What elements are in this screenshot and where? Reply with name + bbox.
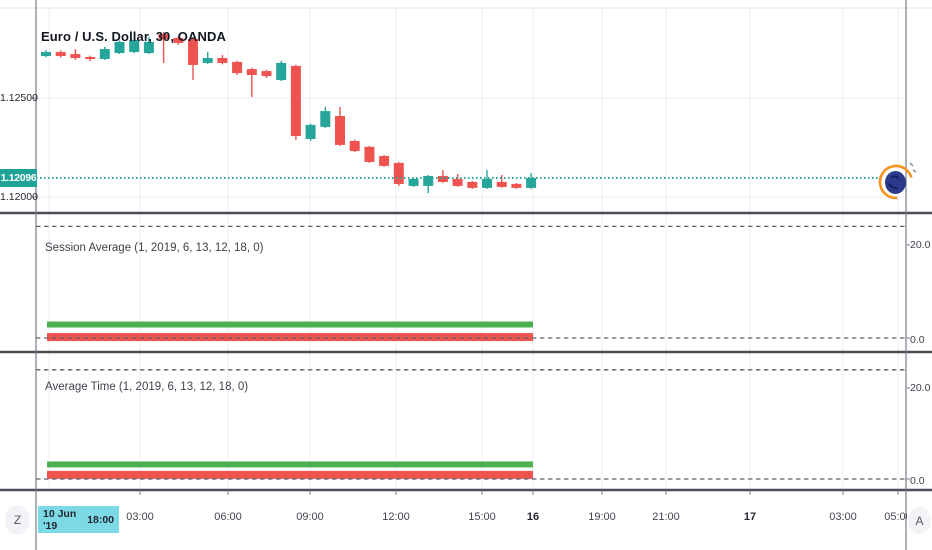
candle-body (173, 38, 184, 43)
candle-body (158, 34, 169, 39)
candle-body (467, 181, 478, 188)
candle-body (85, 57, 96, 60)
time-axis-area[interactable]: 03:00 06:00 09:00 12:00 15:00 16 19:00 21:00 17 0… (0, 0, 907, 550)
candle-body (349, 140, 360, 152)
candle-body (526, 177, 537, 188)
candle-body (276, 62, 287, 80)
candle-body (99, 49, 110, 59)
click-highlight-icon (876, 157, 920, 205)
candle-body (217, 58, 228, 63)
indicator-tick-label: 0.0 (910, 475, 925, 487)
session-average-pane-title: Session Average (1, 2019, 6, 13, 12, 18,… (45, 242, 264, 254)
candle-body (482, 178, 492, 188)
timezone-button[interactable]: Z (5, 505, 30, 535)
price-tick-label: 1.12500 (0, 92, 38, 104)
time-tick-label: 12:00 (382, 511, 410, 523)
time-tick-label: 21:00 (652, 511, 680, 523)
time-tick-label: 09:00 (296, 511, 324, 523)
candle-body (129, 39, 140, 53)
price-tick-label: 1.12000 (0, 191, 38, 203)
candle-body (188, 38, 198, 65)
candle-body (202, 58, 213, 63)
time-tick-label: 05:00 (884, 511, 907, 523)
candle-body (496, 181, 507, 187)
current-price-value: 1.12096 (0, 172, 37, 184)
candle-body (393, 162, 404, 184)
indicator-bar-green (47, 321, 533, 328)
selected-date: 10 Jun '19 (43, 507, 77, 532)
indicator-bar-red (47, 333, 533, 342)
candle-body (379, 156, 390, 166)
time-tick-label: 06:00 (214, 511, 242, 523)
time-tick-label: 03:00 (829, 511, 857, 523)
blob-detail (888, 175, 900, 190)
candle-body (55, 52, 66, 57)
selected-time-badge: 10 Jun '19 18:00 (38, 506, 119, 533)
candle-body (261, 71, 272, 77)
candle-body (408, 178, 419, 186)
candle-body (437, 176, 448, 182)
time-tick-label: 19:00 (588, 511, 616, 523)
candle-body (423, 176, 434, 186)
orange-ring (878, 164, 914, 200)
indicator-bar-green (47, 461, 533, 468)
time-tick-label: 16 (526, 511, 540, 523)
candle-body (320, 111, 331, 127)
candle-body (41, 52, 51, 57)
indicator-bar-red (47, 470, 533, 479)
symbol-title: Euro / U.S. Dollar, 30, OANDA (41, 29, 226, 44)
candle-body (232, 61, 243, 74)
indicator-tick-label: 0.0 (910, 334, 925, 346)
candle-body (246, 69, 257, 76)
candle-body (70, 54, 81, 59)
time-tick-label: 17 (743, 511, 757, 523)
candle-body (452, 178, 463, 186)
candle-body (511, 183, 522, 188)
average-time-pane-title: Average Time (1, 2019, 6, 13, 12, 18, 0) (45, 381, 249, 393)
selected-time: 18:00 (87, 513, 114, 526)
indicator-tick-label: 20.0 (910, 239, 931, 251)
cursor-specks (909, 162, 917, 173)
auto-scale-button[interactable]: A (908, 507, 931, 534)
candle-body (335, 116, 345, 145)
candle-body (114, 41, 125, 54)
candle-body (143, 41, 154, 54)
time-tick-label: 15:00 (468, 511, 496, 523)
candle-body (305, 124, 316, 139)
time-tick-label: 03:00 (126, 511, 154, 523)
candle-body (364, 146, 375, 162)
navy-blob (885, 171, 906, 194)
current-price-badge: 1.12096 (0, 169, 37, 187)
candle-body (290, 65, 301, 137)
indicator-tick-label: 20.0 (910, 382, 931, 394)
